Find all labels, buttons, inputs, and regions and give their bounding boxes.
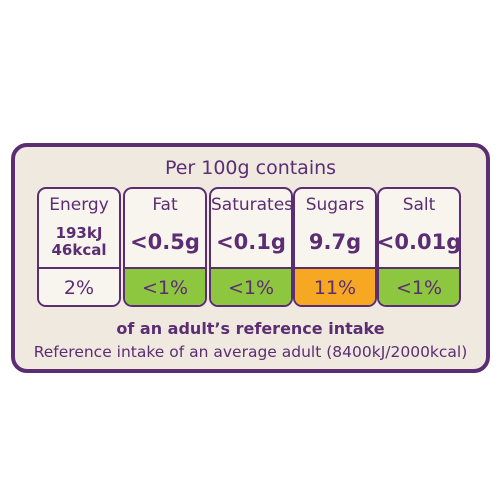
amount-text: <0.1g <box>216 230 286 254</box>
nutrient-amount: 9.7g <box>295 219 375 265</box>
nutrient-cell: Saturates <0.1g <1% <box>209 187 293 307</box>
reference-percent: <1% <box>211 267 291 305</box>
reference-percent: <1% <box>125 267 205 305</box>
nutrient-name: Sugars <box>305 195 365 215</box>
nutrient-name: Saturates <box>211 195 293 215</box>
nutrition-label: Per 100g contains of an adult’s referenc… <box>11 143 490 373</box>
nutrient-amount: <0.5g <box>125 219 205 265</box>
amount-text: 9.7g <box>308 230 362 254</box>
nutrient-cell: Sugars 9.7g 11% <box>293 187 377 307</box>
nutrient-cell: Fat <0.5g <1% <box>123 187 207 307</box>
intake-note: of an adult’s reference intake <box>116 319 385 338</box>
nutrient-name: Salt <box>402 195 436 215</box>
amount-text: <0.01g <box>377 230 461 254</box>
nutrient-cell: Energy 193kJ 46kcal 2% <box>37 187 121 307</box>
nutrient-name: Fat <box>152 195 178 215</box>
reference-percent: <1% <box>379 267 459 305</box>
nutrient-name: Energy <box>49 195 109 215</box>
nutrient-amount: 193kJ 46kcal <box>39 219 119 265</box>
nutrient-amount: <0.01g <box>379 219 459 265</box>
reference-percent: 11% <box>295 267 375 305</box>
reference-percent: 2% <box>39 267 119 305</box>
amount-text: 193kJ <box>55 224 103 242</box>
label-title: Per 100g contains <box>164 157 337 179</box>
amount-text: 46kcal <box>51 241 107 259</box>
nutrient-cell: Salt <0.01g <1% <box>377 187 461 307</box>
reference-note: Reference intake of an average adult (84… <box>33 343 468 361</box>
nutrient-amount: <0.1g <box>211 219 291 265</box>
amount-text: <0.5g <box>130 230 200 254</box>
